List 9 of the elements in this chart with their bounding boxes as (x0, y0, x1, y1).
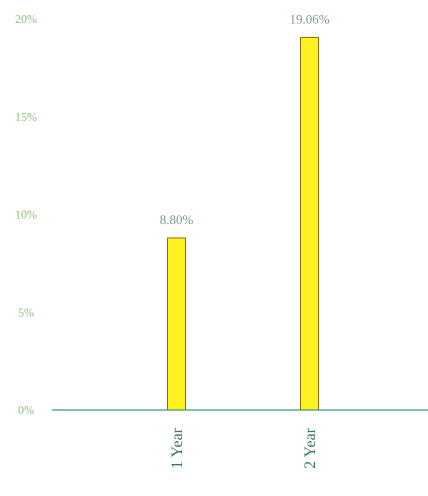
data-label: 19.06% (289, 11, 330, 26)
x-tick-label: 1 Year (169, 427, 186, 469)
y-tick-label: 15% (15, 110, 37, 124)
x-tick-label: 2 Year (302, 427, 320, 469)
y-tick-label: 20% (15, 12, 37, 26)
data-label: 8.80% (160, 212, 194, 227)
y-tick-label: 0% (18, 403, 34, 418)
y-tick-label: 10% (15, 208, 37, 222)
y-tick-label: 5% (18, 305, 34, 320)
